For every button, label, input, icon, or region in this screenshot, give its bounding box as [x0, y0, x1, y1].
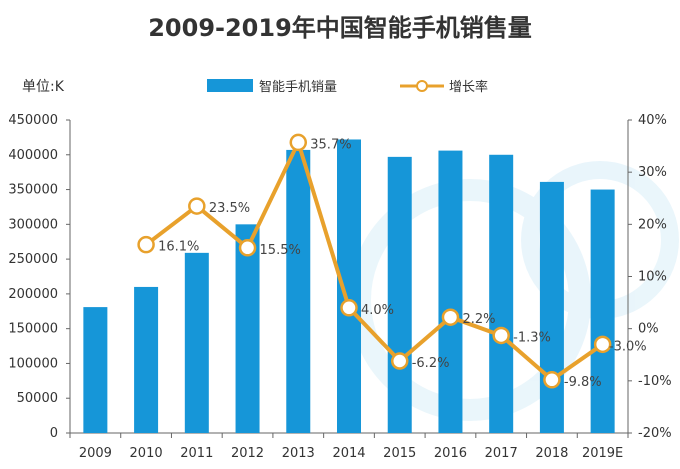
left-tick-label: 200000 [8, 287, 58, 302]
left-tick-label: 300000 [8, 217, 58, 232]
growth-line [144, 140, 604, 382]
right-tick-label: 30% [638, 165, 667, 180]
right-tick-label: 10% [638, 270, 667, 285]
growth-point-2019E [593, 335, 612, 354]
bar-2017 [489, 154, 514, 433]
x-tick-label: 2017 [485, 446, 518, 461]
chart-title: 2009-2019年中国智能手机销售量 [148, 14, 532, 42]
left-tick-label: 0 [50, 426, 58, 441]
growth-point-2011 [188, 197, 206, 215]
growth-label-2018: -9.8% [564, 375, 602, 390]
growth-label-2013: 35.7% [310, 137, 351, 152]
legend-swatch-marker [416, 80, 428, 92]
legend-swatch-bar [207, 79, 253, 92]
left-tick-label: 150000 [8, 322, 58, 337]
growth-point-2014 [340, 299, 358, 317]
growth-point-2015 [390, 352, 409, 370]
growth-label-2015: -6.2% [412, 356, 450, 371]
right-tick-label: 0% [638, 322, 659, 337]
left-tick-label: 50000 [17, 391, 58, 406]
x-tick-label: 2009 [79, 446, 112, 461]
unit-label: 单位:K [22, 79, 65, 95]
x-tick-label: 2019E [582, 446, 623, 461]
right-tick-label: -20% [638, 426, 672, 441]
legend-label-bar: 智能手机销量 [259, 80, 337, 95]
left-tick-label: 350000 [8, 183, 58, 198]
bar-2011 [184, 252, 209, 433]
growth-label-2014: 4.0% [361, 303, 394, 318]
legend-label-line: 增长率 [449, 79, 488, 95]
x-tick-label: 2016 [434, 446, 467, 461]
x-tick-label: 2010 [130, 446, 163, 461]
bar-series [83, 139, 615, 434]
growth-point-2013 [289, 133, 308, 152]
x-tick-label: 2014 [332, 446, 365, 461]
bar-2013 [286, 149, 311, 434]
bar-2012 [235, 224, 260, 433]
bar-2019E [590, 189, 615, 433]
growth-label-2019E: -3.0% [609, 339, 647, 354]
x-tick-label: 2011 [180, 446, 213, 461]
left-tick-label: 100000 [8, 356, 58, 371]
data-labels: 16.1% 23.5% 15.5% 35.7% 4.0% -6.2% 2.2% -1.3% -9… [158, 137, 647, 389]
growth-point-2010 [137, 235, 155, 254]
growth-label-2016: 2.2% [462, 312, 495, 327]
growth-point-2016 [441, 308, 460, 326]
growth-label-2010: 16.1% [158, 240, 199, 255]
right-tick-label: -10% [638, 374, 672, 389]
line-series [137, 133, 612, 389]
growth-point-2012 [238, 239, 257, 257]
left-tick-label: 450000 [8, 113, 58, 128]
axes: 0 50000 100000 150000 200000 250000 300000 3500… [8, 113, 671, 461]
growth-label-2017: -1.3% [513, 330, 551, 345]
growth-point-2018 [543, 371, 561, 389]
right-tick-label: 20% [638, 217, 667, 232]
bar-2009 [83, 307, 108, 433]
growth-point-2017 [492, 326, 510, 345]
bar-2016 [438, 150, 463, 434]
growth-label-2012: 15.5% [260, 243, 301, 258]
right-tick-label: 40% [638, 113, 667, 128]
x-tick-label: 2012 [231, 446, 264, 461]
left-tick-label: 250000 [8, 252, 58, 267]
x-tick-label: 2018 [535, 446, 568, 461]
bar-2010 [134, 286, 159, 433]
legend: 智能手机销量 增长率 [207, 79, 488, 95]
x-tick-label: 2013 [282, 446, 315, 461]
left-tick-label: 400000 [8, 148, 58, 163]
growth-label-2011: 23.5% [209, 201, 250, 216]
bar-2018 [539, 181, 564, 433]
bar-2015 [387, 156, 412, 433]
x-tick-label: 2015 [383, 446, 416, 461]
